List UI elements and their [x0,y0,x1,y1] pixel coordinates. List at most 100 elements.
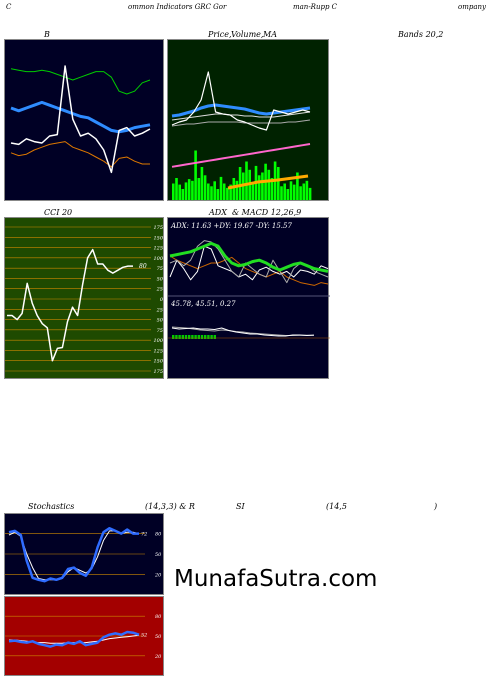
volume-bar [226,187,229,200]
rsi-tick-label: 20 [154,654,162,660]
stochastics-chart: 80 50 20 72 [5,526,162,583]
stochastics-main-line [8,526,139,583]
cci-tick-label: 50 [157,318,164,324]
volume-bar [235,180,239,201]
stochastics-panel: 80 50 20 72 [4,513,164,595]
volume-bar [200,167,204,200]
stochastics-tick-label: 20 [154,572,162,578]
volume-bar [305,180,309,201]
volume-bar [308,187,312,200]
adx-green-line [169,241,329,273]
rsi-tick-label: 50 [155,634,162,640]
price-ma-orange-line [227,174,309,190]
rsi-value-label: 52 [141,633,147,639]
cci-chart: 175 150 125 100 75 50 25 0 25 50 75 100 125 150 175 80 [5,225,164,375]
macd-line [171,327,315,337]
volume-bar [191,180,194,201]
macd-histogram-bar [200,335,204,339]
volume-bar [292,184,296,200]
cci-tick-label: 150 [153,359,163,365]
stoch-title-e: ) [434,502,438,511]
stoch-title-d: (14,5 [326,502,347,511]
price-ma-long-line [171,143,311,168]
adx-macd-chart: ADX: 11.63 +DY: 19.67 -DY: 15.57 45.78, 4… [168,222,330,339]
cci-tick-label: 125 [153,246,163,252]
adx-panel: ADX: 11.63 +DY: 19.67 -DY: 15.57 45.78, 4… [167,217,330,379]
volume-bar [219,176,223,200]
cci-value-label: 80 [139,263,147,270]
volume-bar [257,175,261,201]
bollinger-upper-band-line [10,68,151,95]
stochastics-tick-label: 50 [155,552,162,558]
bands-right-title: Bands 20,2 [398,30,444,39]
macd-histogram-bar [213,335,216,339]
bollinger-lower-band-line [10,141,150,168]
cci-tick-label: 150 [153,235,163,241]
volume-bar [302,183,306,200]
volume-bar [270,178,274,200]
adx-white-line [169,245,329,281]
macd-histogram-bar [197,335,200,339]
volume-bar [210,186,213,201]
volume-bar [299,186,302,201]
macd-histogram-bar [178,335,181,339]
rsi-main-line [8,630,140,648]
volume-bar [267,169,271,201]
adx-readout: ADX: 11.63 +DY: 19.67 -DY: 15.57 [170,222,292,230]
header-title-1: ommon Indicators GRC Gor [128,3,227,11]
volume-bar [251,183,255,200]
cci-tick-label: 175 [153,225,163,231]
volume-bar [194,150,197,200]
header-title-3: ompany [458,3,486,11]
volume-bar [286,189,290,200]
volume-bar [178,184,181,200]
cci-tick-label: 50 [157,276,164,282]
volume-bar [184,182,188,200]
bands-title: B [44,30,50,39]
bollinger-chart [10,65,151,174]
macd-histogram-bar [184,335,188,339]
header-title-2: man-Rupp C [293,3,338,11]
macd-histogram-bar [172,335,175,339]
volume-bar [175,178,178,200]
adx-orange-line [169,255,329,286]
volume-bar [277,167,280,200]
adx-title-a: ADX [209,208,227,217]
macd-histogram-bar [194,335,197,339]
volume-bar [216,189,220,200]
volume-bar [238,167,242,200]
header-left-c: C [6,3,12,11]
stoch-title-b: (14,3,3) & R [145,502,195,511]
volume-bar [232,178,236,200]
volume-bar [213,181,216,200]
macd-histogram-bar [204,335,207,339]
adx-title-b: & MACD 12,26,9 [232,208,302,217]
stochastics-tick-label: 80 [155,532,162,538]
cci-tick-label: 0 [160,297,164,303]
cci-line [7,248,133,362]
price-close-line [171,71,311,131]
macd-histogram-bar [175,335,178,339]
volume-bar [283,183,286,200]
macd-histogram-bar [181,335,184,339]
cci-tick-label: 25 [156,307,163,313]
volume-bar [172,183,175,200]
volume-bar [296,172,299,200]
price-chart [171,71,312,201]
cci-title: CCI 20 [44,208,73,217]
rsi-panel: 80 50 20 52 [4,596,164,676]
price-title-b: Volume, [231,30,264,39]
cci-tick-label: 25 [156,287,163,293]
volume-bar [207,183,210,200]
macd-histogram-bar [207,335,210,339]
stochastics-signal-line [8,530,140,581]
cci-tick-label: 125 [153,348,163,354]
price-panel [167,39,329,201]
stoch-title-a: Stochastics [28,502,75,511]
price-ma-200-line [171,119,311,127]
volume-bar [181,189,185,200]
macd-histogram-bar [188,335,191,339]
rsi-tick-label: 80 [155,614,162,620]
volume-bar [245,161,248,200]
cci-tick-label: 100 [153,338,163,344]
